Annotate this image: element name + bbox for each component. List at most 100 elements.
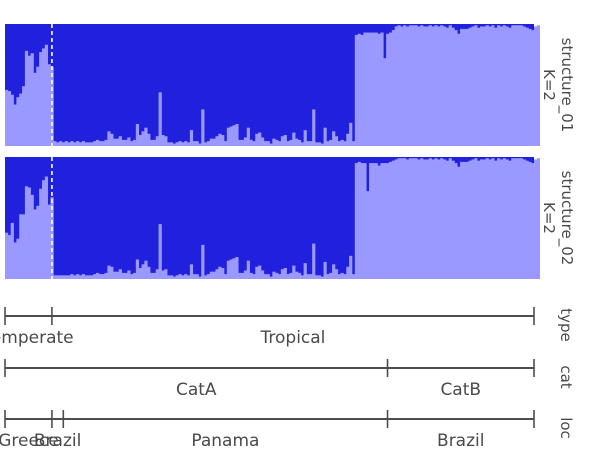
sample-bar: [244, 270, 247, 279]
sample-bar: [497, 25, 500, 146]
sample-bar: [167, 275, 170, 279]
sample-bar: [68, 275, 71, 279]
track-cat: CatA CatB cat: [5, 359, 575, 400]
sample-bar: [8, 235, 11, 279]
sample-bar: [213, 139, 216, 146]
sample-bar: [460, 162, 463, 279]
sample-bar: [176, 142, 179, 146]
sample-bar: [56, 275, 59, 279]
sample-bar: [261, 270, 264, 279]
sample-bar: [31, 195, 34, 279]
sample-bar: [361, 35, 364, 146]
sample-bar: [247, 128, 250, 146]
sample-bar: [96, 273, 99, 279]
sample-bar: [238, 140, 241, 146]
sample-bar: [463, 162, 466, 279]
sample-bar: [523, 26, 526, 146]
sample-bar: [48, 64, 51, 146]
sample-bar: [153, 140, 156, 146]
sample-bar: [324, 262, 327, 279]
sample-bar: [477, 28, 480, 146]
sample-bar: [346, 267, 349, 279]
sample-bar: [270, 277, 273, 279]
sample-bar: [420, 158, 423, 279]
sample-bar: [99, 274, 102, 279]
sample-bar: [116, 139, 119, 146]
sample-bar: [449, 158, 452, 279]
sample-bar: [164, 269, 167, 279]
sample-bar: [292, 133, 295, 146]
sample-bar: [218, 134, 221, 146]
group-label: CatB: [440, 380, 481, 400]
sample-bar: [380, 163, 383, 279]
sample-bar: [355, 163, 358, 279]
sample-bar: [289, 273, 292, 279]
sample-bar: [471, 26, 474, 146]
sample-bar: [102, 141, 105, 146]
sample-bar: [417, 159, 420, 279]
sample-bar: [412, 158, 415, 279]
sample-bar: [136, 124, 139, 146]
sample-bar: [181, 142, 184, 146]
sample-bar: [506, 159, 509, 279]
sample-bar: [352, 274, 355, 279]
sample-bar: [525, 161, 528, 279]
sample-bar: [187, 275, 190, 279]
sample-bar: [369, 163, 372, 279]
sample-bar: [284, 135, 287, 146]
sample-bar: [397, 158, 400, 279]
sample-bar: [443, 26, 446, 146]
sample-bar: [514, 25, 517, 146]
sample-bar: [11, 223, 14, 279]
sample-bar: [437, 26, 440, 146]
sample-bar: [378, 166, 381, 279]
sample-bar: [409, 158, 412, 279]
sample-bar: [22, 86, 25, 146]
sample-bar: [233, 125, 236, 146]
sample-bar: [483, 26, 486, 146]
sample-bar: [90, 142, 93, 146]
sample-bar: [196, 141, 199, 146]
sample-bar: [318, 275, 321, 279]
sample-bar: [531, 163, 534, 279]
sample-bar: [497, 158, 500, 279]
sample-bar: [278, 141, 281, 146]
sample-bar: [375, 163, 378, 279]
sample-bar: [124, 273, 127, 279]
sample-bar: [156, 136, 159, 146]
sample-bar: [352, 141, 355, 146]
sample-bar: [355, 35, 358, 146]
sample-bar: [250, 140, 253, 146]
sample-bar: [511, 25, 514, 146]
sample-bar: [517, 25, 520, 146]
sample-bar: [96, 140, 99, 146]
sample-bar: [281, 269, 284, 279]
sample-bar: [227, 261, 230, 279]
sample-bar: [335, 136, 338, 146]
sample-bar: [292, 266, 295, 279]
sample-bar: [150, 140, 153, 146]
sample-bar: [272, 272, 275, 279]
sample-bar: [201, 245, 204, 279]
sample-bar: [170, 275, 173, 279]
sample-bar: [73, 142, 76, 146]
sample-bar: [161, 270, 164, 279]
sample-bar: [5, 233, 8, 279]
sample-bar: [474, 158, 477, 279]
sample-bar: [520, 25, 523, 146]
sample-bar: [85, 142, 88, 146]
sample-bar: [110, 134, 113, 146]
sample-bar: [124, 140, 127, 146]
sample-bar: [363, 163, 366, 279]
sample-bar: [463, 29, 466, 146]
sample-bar: [332, 131, 335, 146]
sample-bar: [326, 274, 329, 279]
sample-bar: [289, 140, 292, 146]
sample-bar: [267, 141, 270, 146]
track-label: cat: [557, 365, 575, 388]
sample-bar: [62, 142, 65, 146]
sample-bar: [386, 163, 389, 279]
sample-bar: [193, 141, 196, 146]
sample-bar: [341, 273, 344, 279]
